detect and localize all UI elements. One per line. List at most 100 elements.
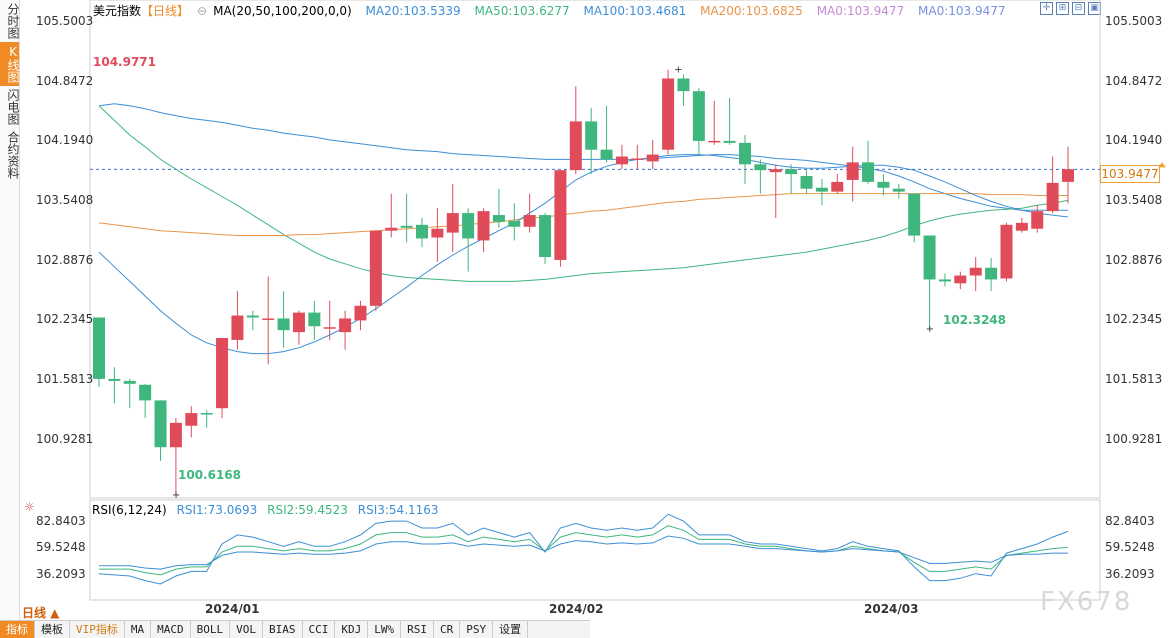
y-label-left: 104.1940 <box>36 133 94 147</box>
y-label-left: 103.5408 <box>36 193 94 207</box>
rsi3-value: RSI3:54.1163 <box>357 503 439 517</box>
watermark: FX678 <box>1040 587 1133 617</box>
tab-template[interactable]: 模板 <box>35 621 70 638</box>
ma-legend: 美元指数【日线】 ⊖ MA(20,50,100,200,0,0) MA20:103.… <box>93 2 1016 18</box>
y-label-left: 101.5813 <box>36 372 94 386</box>
candle-body <box>677 78 690 92</box>
candle-body <box>369 230 382 306</box>
rsi-setting[interactable]: RSI(6,12,24) <box>92 503 167 517</box>
candle-body <box>831 181 844 192</box>
price-panel-border <box>89 0 1101 499</box>
candle-body <box>785 169 798 175</box>
ma20-value: MA20:103.5339 <box>365 4 461 18</box>
tab-bias[interactable]: BIAS <box>263 621 303 638</box>
tab-ma[interactable]: MA <box>125 621 152 638</box>
candle-body <box>400 225 413 228</box>
tab-cci[interactable]: CCI <box>303 621 336 638</box>
tab-vip-indicators[interactable]: VIP指标 <box>70 621 125 638</box>
candle-body <box>615 156 628 165</box>
y-label-right: 101.5813 <box>1105 372 1163 386</box>
candle-body <box>200 413 213 415</box>
tab-kline[interactable]: K线图 <box>0 42 20 86</box>
y-label-left: 105.5003 <box>36 14 94 28</box>
settings-icon[interactable]: ⊖ <box>197 4 208 18</box>
ma200-line <box>98 154 1069 355</box>
candle-body <box>1015 222 1028 231</box>
candle-body <box>323 327 336 329</box>
y-label-right: 102.8876 <box>1105 253 1163 267</box>
candle-body <box>246 315 259 318</box>
tab-rsi[interactable]: RSI <box>401 621 434 638</box>
rsi-axis-left: 36.2093 <box>36 567 86 581</box>
rsi-axis-right: 82.8403 <box>1105 514 1155 528</box>
candle-body <box>154 400 167 448</box>
crosshair-icon[interactable]: ✛ <box>1040 2 1053 15</box>
candle-body <box>292 312 305 333</box>
rsi-axis-right: 36.2093 <box>1105 567 1155 581</box>
candle-body <box>923 235 936 280</box>
rsi-panel-border <box>89 499 1101 601</box>
candle-body <box>216 337 229 409</box>
candle-body <box>1031 211 1044 229</box>
y-label-right: 104.8472 <box>1105 74 1163 88</box>
candle-body <box>723 140 736 143</box>
y-label-right: 103.5408 <box>1105 193 1163 207</box>
candle-body <box>892 188 905 192</box>
candle-body <box>477 211 490 241</box>
x-label: 2024/02 <box>549 602 604 616</box>
tab-cr[interactable]: CR <box>434 621 461 638</box>
zoom-in-icon[interactable]: ⊞ <box>1056 2 1069 15</box>
candle-body <box>554 170 567 260</box>
tab-settings[interactable]: 设置 <box>493 621 529 638</box>
y-label-left: 102.8876 <box>36 253 94 267</box>
rsi-axis-left: 59.5248 <box>36 540 86 554</box>
candle-body <box>800 176 813 189</box>
candle-body <box>339 318 352 333</box>
indicator-tabs: 指标 模板 VIP指标 MA MACD BOLL VOL BIAS CCI KD… <box>0 620 590 638</box>
candle-body <box>754 164 767 171</box>
candle-body <box>446 213 459 233</box>
high-annotation: 104.9771 <box>93 55 157 69</box>
instrument-title: 美元指数 <box>93 4 142 18</box>
y-label-right: 105.5003 <box>1105 14 1163 28</box>
rsi-legend: ☼ RSI(6,12,24) RSI1:73.0693 RSI2:59.4523… <box>24 500 445 517</box>
candle-body <box>169 422 182 448</box>
y-label-left: 102.2345 <box>36 312 94 326</box>
chart-toolbar: ✛ ⊞ ⊟ ▣ <box>1040 2 1101 15</box>
tab-contract-info[interactable]: 合约资料 <box>6 131 20 179</box>
ma20-line <box>98 103 1068 211</box>
tab-psy[interactable]: PSY <box>460 621 494 638</box>
candle-body <box>462 213 475 239</box>
tab-macd[interactable]: MACD <box>151 621 191 638</box>
period-tag: 【日线】 <box>141 4 190 18</box>
zoom-out-icon[interactable]: ⊟ <box>1072 2 1085 15</box>
candle-body <box>846 162 859 180</box>
y-label-left: 104.8472 <box>36 74 94 88</box>
tab-vol[interactable]: VOL <box>230 621 263 638</box>
tab-flash[interactable]: 闪电图 <box>6 89 20 125</box>
x-label: 2024/01 <box>205 602 260 616</box>
candle-body <box>954 275 967 284</box>
candle-body <box>508 220 521 227</box>
candle-body <box>862 162 875 182</box>
rsi-settings-icon[interactable]: ☼ <box>24 500 35 514</box>
tab-lw[interactable]: LW% <box>368 621 402 638</box>
candle-body <box>938 279 951 282</box>
tab-boll[interactable]: BOLL <box>191 621 231 638</box>
candle-body <box>1000 224 1013 279</box>
period-selector[interactable]: 日线 ▲ <box>22 606 60 620</box>
candle-body <box>646 154 659 162</box>
tab-time-share[interactable]: 分时图 <box>6 3 20 39</box>
low-annotation: 100.6168 <box>178 468 242 482</box>
ma100-line <box>98 193 1068 236</box>
candle-body <box>492 215 505 222</box>
candle-body <box>185 413 198 426</box>
price-arrow-icon <box>1158 162 1166 168</box>
candle-body <box>93 317 105 379</box>
side-tabs: 分时图 K线图 闪电图 合约资料 <box>0 0 20 620</box>
tab-indicators[interactable]: 指标 <box>0 621 35 638</box>
tab-kdj[interactable]: KDJ <box>335 621 369 638</box>
ma-setting[interactable]: MA(20,50,100,200,0,0) <box>213 4 352 18</box>
